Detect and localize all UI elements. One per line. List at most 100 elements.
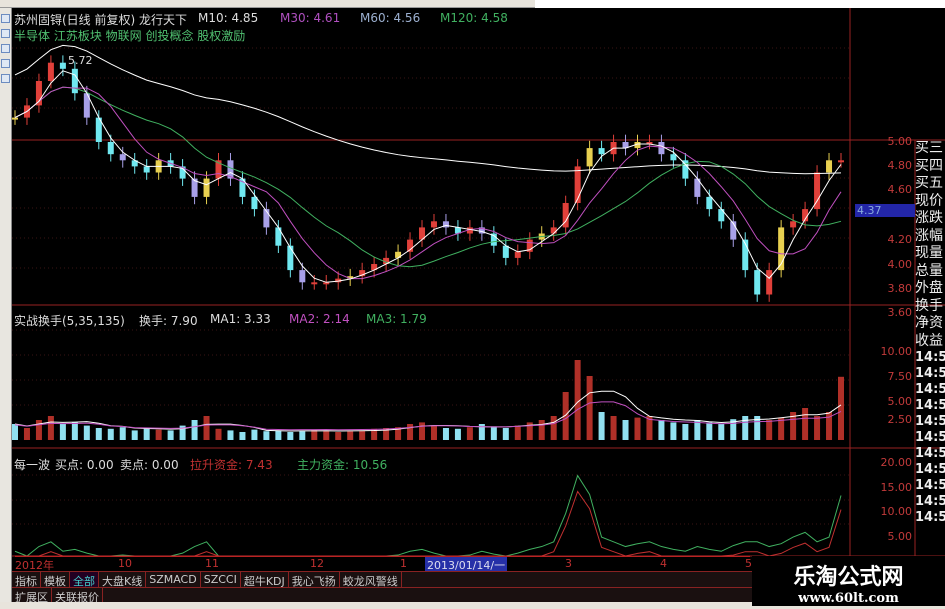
quote-label: 总量 (915, 262, 943, 279)
candle-body (706, 196, 713, 210)
tab-5[interactable]: SZCCI (201, 572, 241, 587)
tab2-1[interactable]: 关联报价 (52, 588, 103, 604)
price-tick: 4.20 (887, 233, 913, 246)
ma1-value: MA1: 3.33 (210, 312, 271, 326)
volume-bar (155, 429, 162, 440)
tool-icon[interactable] (1, 14, 10, 23)
candle-body (323, 282, 330, 285)
tool-icon[interactable] (1, 59, 10, 68)
volume-bar (347, 431, 354, 440)
turnover-value: 换手: 7.90 (139, 314, 198, 328)
volume-bar (706, 422, 713, 440)
volume-bar (646, 416, 653, 440)
volume-bar (430, 425, 437, 440)
volume-ma1-line (14, 390, 842, 432)
volume-bar (287, 432, 294, 440)
volume-bar (634, 417, 641, 440)
tab-8[interactable]: 蛟龙风警线 (340, 572, 402, 588)
time-label: 14:5 (915, 398, 945, 413)
volume-tick: 10.00 (880, 345, 913, 358)
tab-1[interactable]: 模板 (41, 572, 70, 588)
volume-tick: 5.00 (887, 395, 913, 408)
volume-bar (826, 412, 833, 440)
tab-2[interactable]: 全部 (70, 572, 99, 588)
time-label: 14:5 (915, 430, 945, 445)
tab-7[interactable]: 我心飞扬 (289, 572, 340, 588)
candle-body (718, 209, 725, 222)
candle-body (419, 227, 426, 240)
candle-body (454, 227, 461, 234)
candle-body (35, 81, 42, 106)
candle-body (778, 227, 785, 271)
candle-body (586, 148, 593, 167)
volume-bar (107, 428, 114, 440)
volume-bar (23, 428, 30, 440)
tool-icon[interactable] (1, 29, 10, 38)
quote-label: 外盘 (915, 280, 943, 296)
candle-body (83, 93, 90, 118)
quote-label: 买五 (915, 175, 943, 191)
volume-bar (658, 420, 665, 440)
volume-bar (778, 417, 785, 440)
kline-chart[interactable]: 苏州固锝(日线 前复权) 龙行天下 M10: 4.85 M30: 4.61 M6… (12, 8, 945, 602)
tool-icon[interactable] (1, 44, 10, 53)
candle-body (814, 172, 821, 210)
date-label: 4 (660, 557, 667, 570)
tab-4[interactable]: SZMACD (146, 572, 201, 587)
volume-bar (131, 430, 138, 440)
quote-label: 现价 (915, 192, 943, 209)
volume-bar (299, 431, 306, 440)
status-bar (0, 602, 945, 609)
candle-body (490, 233, 497, 246)
buy-point: 买点: 0.00 (55, 458, 114, 472)
time-label: 14:5 (915, 478, 945, 493)
volume-bar (526, 422, 533, 440)
tab-0[interactable]: 指标 (12, 572, 41, 588)
volume-bar (478, 424, 485, 440)
volume-bar (227, 430, 234, 440)
trade-times: 14:5 14:5 14:5 14:5 14:5 14:5 14:5 14:5 14:5 14:5… (915, 350, 945, 526)
time-label: 14:5 (915, 462, 945, 477)
volume-bar (514, 425, 521, 440)
candle-body (335, 278, 342, 283)
tool-icon[interactable] (1, 74, 10, 83)
quote-label: 买三 (915, 140, 943, 156)
volume-bar (179, 425, 186, 440)
candle-body (550, 227, 557, 234)
tab2-0[interactable]: 扩展区 (12, 588, 52, 604)
candle-body (395, 251, 402, 258)
candle-body (95, 117, 102, 142)
quote-label: 净资 (915, 315, 943, 331)
candle-body (215, 160, 222, 179)
price-tick: 3.60 (887, 306, 913, 319)
volume-bar (538, 420, 545, 440)
volume-bar (143, 428, 150, 440)
volume-bar (119, 427, 126, 440)
candle-body (251, 196, 258, 210)
ma30-value: M30: 4.61 (280, 11, 341, 25)
volume-bar (407, 424, 414, 440)
price-ma-line (14, 70, 842, 283)
tab-6[interactable]: 超牛KDJ (241, 572, 289, 588)
quote-label: 涨幅 (915, 227, 943, 244)
candle-body (838, 160, 844, 163)
menu-bar (0, 0, 535, 8)
high-price-label: 5.72 (68, 54, 93, 67)
quote-label: 换手 (915, 297, 943, 314)
date-label: 1 (400, 557, 407, 570)
tab-3[interactable]: 大盘K线 (99, 572, 147, 588)
candle-body (670, 154, 677, 161)
volume-bar (83, 425, 90, 440)
time-label: 14:5 (915, 510, 945, 525)
volume-bar (395, 427, 402, 440)
volume-bar (574, 360, 581, 440)
candle-body (359, 270, 366, 277)
candle-body (311, 282, 318, 285)
volume-tick: 7.50 (887, 370, 913, 383)
volume-bar (754, 416, 761, 440)
candle-body (634, 142, 641, 149)
candle-body (131, 160, 138, 167)
volume-bar (191, 420, 198, 440)
candle-body (622, 142, 629, 149)
candle-body (730, 221, 737, 240)
